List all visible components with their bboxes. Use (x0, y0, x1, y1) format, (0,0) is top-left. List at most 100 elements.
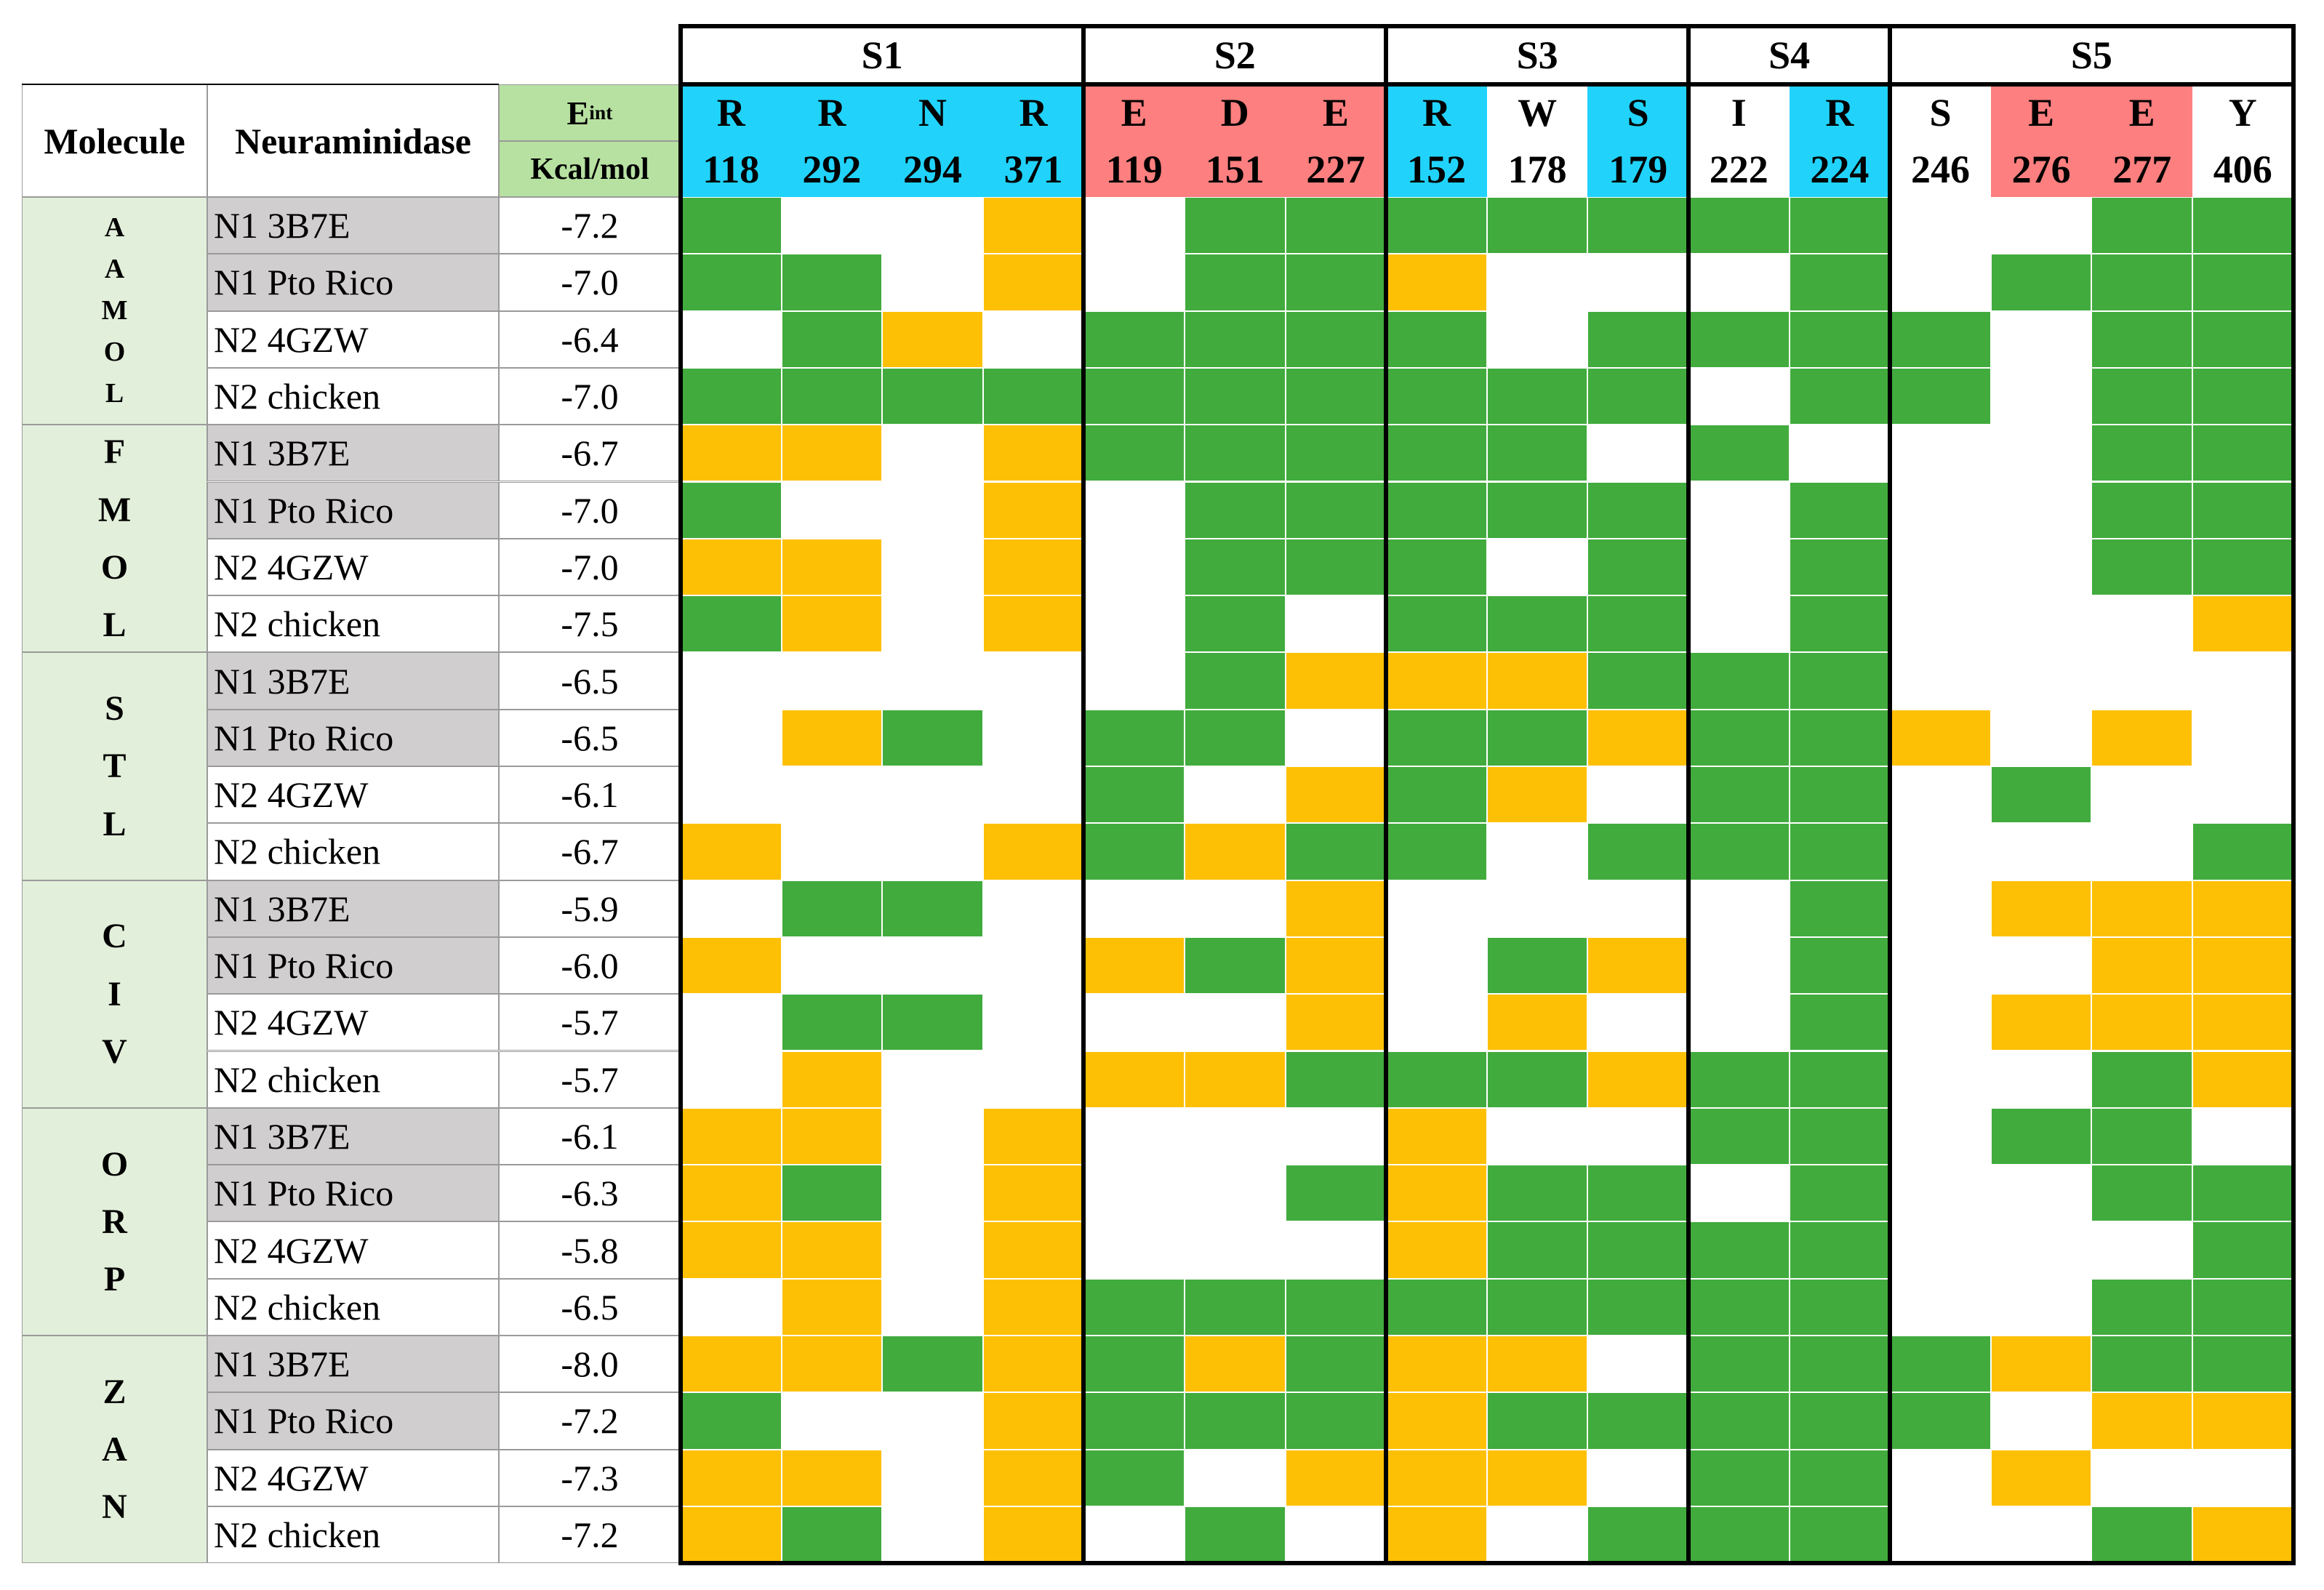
interaction-cell (2091, 766, 2192, 824)
interaction-cell (1386, 254, 1487, 311)
interaction-cell (1587, 1392, 1688, 1450)
interaction-cell (681, 367, 782, 425)
interaction-cell (2192, 1392, 2293, 1450)
interaction-cell (2091, 880, 2192, 937)
interaction-cell (1285, 538, 1387, 596)
neuraminidase-label: N1 3B7E (207, 1107, 499, 1165)
eint-value: -6.4 (499, 310, 681, 368)
interaction-cell (1185, 880, 1286, 937)
residue-letter: W (1486, 84, 1588, 141)
molecule-letter: A (104, 254, 125, 285)
interaction-cell (1990, 823, 2092, 880)
interaction-cell (1789, 310, 1891, 368)
interaction-cell (1185, 994, 1286, 1051)
interaction-cell (781, 254, 883, 311)
interaction-cell (1688, 880, 1790, 937)
interaction-cell (2091, 481, 2192, 539)
interaction-cell (1990, 481, 2092, 539)
interaction-cell (2192, 880, 2293, 937)
interaction-cell (882, 425, 983, 482)
molecule-letter: M (97, 490, 132, 529)
molecule-letter: F (103, 433, 126, 472)
site-header: S1 (681, 26, 1084, 84)
site-header: S4 (1688, 26, 1891, 84)
residue-number: 246 (1890, 141, 1991, 197)
interaction-cell (1285, 1336, 1387, 1393)
interaction-cell (1486, 367, 1588, 425)
molecule-letter: M (101, 295, 128, 326)
interaction-cell (1185, 595, 1286, 653)
interaction-cell (2091, 367, 2192, 425)
molecule-letter: C (102, 917, 127, 956)
site-separator (1888, 24, 1893, 1566)
molecule-letter: R (102, 1202, 127, 1241)
site-header: S3 (1386, 26, 1688, 84)
interaction-cell (2091, 652, 2192, 710)
residue-letter: E (2091, 84, 2192, 141)
interaction-cell (1285, 310, 1387, 368)
interaction-cell (1990, 1506, 2092, 1564)
eint-value: -7.0 (499, 367, 681, 425)
interaction-cell (781, 197, 883, 254)
interaction-cell (1890, 994, 1991, 1051)
interaction-cell (1185, 1278, 1286, 1336)
residue-number: 406 (2192, 141, 2293, 197)
interaction-cell (1990, 1336, 2092, 1393)
interaction-cell (2192, 1449, 2293, 1506)
interaction-cell (2192, 254, 2293, 311)
interaction-cell (1890, 1221, 1991, 1279)
interaction-cell (1285, 595, 1387, 653)
interaction-cell (1587, 254, 1688, 311)
residue-letter: R (1789, 84, 1891, 141)
interaction-cell (1890, 1107, 1991, 1165)
interaction-cell (1688, 1051, 1790, 1108)
interaction-cell (681, 709, 782, 766)
neuraminidase-label: N1 Pto Rico (207, 254, 499, 311)
interaction-cell (2192, 766, 2293, 824)
interaction-cell (1789, 481, 1891, 539)
residue-letter: S (1587, 84, 1688, 141)
interaction-cell (1083, 1107, 1185, 1165)
molecule-letter: S (105, 689, 124, 728)
interaction-cell (1285, 425, 1387, 482)
residue-number: 292 (781, 141, 883, 197)
molecule-letter: T (103, 747, 127, 786)
eint-value: -5.7 (499, 1051, 681, 1108)
eint-value: -5.9 (499, 880, 681, 937)
eint-value: -7.0 (499, 481, 681, 539)
interaction-cell (982, 1221, 1084, 1279)
column-header-molecule: Molecule (22, 84, 207, 197)
interaction-cell (1990, 367, 2092, 425)
interaction-cell (781, 1165, 883, 1222)
interaction-cell (1185, 1221, 1286, 1279)
eint-value: -7.0 (499, 538, 681, 596)
neuraminidase-label: N1 3B7E (207, 1336, 499, 1393)
site-header: S5 (1890, 26, 2293, 84)
eint-value: -6.7 (499, 425, 681, 482)
interaction-cell (2091, 254, 2192, 311)
interaction-cell (1587, 1051, 1688, 1108)
residue-number: 276 (1990, 141, 2092, 197)
interaction-cell (1386, 595, 1487, 653)
eint-value: -8.0 (499, 1336, 681, 1393)
interaction-cell (1083, 538, 1185, 596)
interaction-cell (1990, 1165, 2092, 1222)
neuraminidase-label: N2 chicken (207, 595, 499, 653)
interaction-cell (982, 994, 1084, 1051)
interaction-cell (1386, 652, 1487, 710)
interaction-cell (982, 1051, 1084, 1108)
interaction-cell (982, 936, 1084, 995)
residue-number: 222 (1688, 141, 1790, 197)
molecule-letter: L (103, 605, 127, 644)
interaction-cell (1688, 197, 1790, 254)
interaction-cell (1688, 1336, 1790, 1393)
interaction-cell (1688, 1278, 1790, 1336)
interaction-cell (982, 425, 1084, 482)
interaction-cell (681, 936, 782, 995)
interaction-cell (1789, 1051, 1891, 1108)
interaction-cell (781, 1278, 883, 1336)
interaction-cell (1386, 994, 1487, 1051)
interaction-cell (1688, 1165, 1790, 1222)
interaction-cell (1083, 1165, 1185, 1222)
